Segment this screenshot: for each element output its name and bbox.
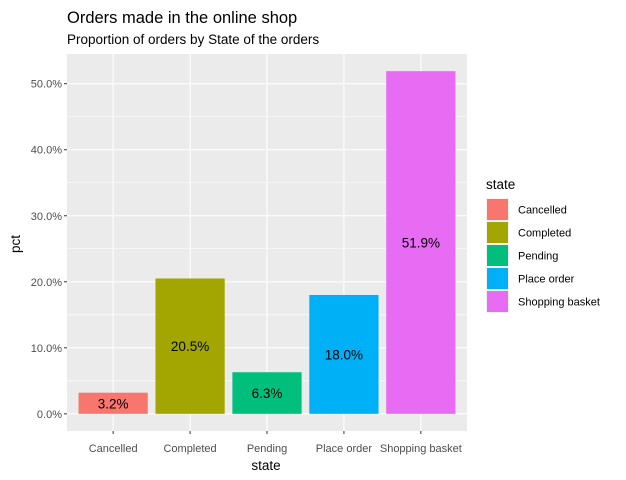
- legend-label: Shopping basket: [518, 297, 600, 309]
- chart-title: Orders made in the online shop: [67, 9, 297, 27]
- bar: [386, 71, 456, 414]
- bar: [232, 372, 302, 414]
- legend-key: [487, 268, 508, 289]
- x-tick-label: Pending: [247, 443, 287, 455]
- legend: state Cancelled Completed Pending Place ord…: [486, 177, 600, 313]
- y-axis: 0.0% 10.0% 20.0% 30.0% 40.0% 50.0%: [31, 79, 67, 421]
- bars: [78, 71, 456, 414]
- bar-labels: 3.2% 20.5% 6.3% 18.0% 51.9%: [98, 236, 440, 412]
- bar: [155, 278, 225, 414]
- y-axis-title: pct: [8, 235, 23, 253]
- y-tick-label: 40.0%: [31, 145, 62, 157]
- y-tick-label: 10.0%: [31, 343, 62, 355]
- bar-value-label: 6.3%: [252, 386, 283, 401]
- legend-title: state: [486, 177, 515, 192]
- chart-subtitle: Proportion of orders by State of the ord…: [67, 32, 319, 47]
- legend-key: [487, 291, 508, 312]
- bar-value-label: 20.5%: [171, 339, 209, 354]
- x-axis: Cancelled Completed Pending Place order Shop…: [89, 431, 462, 455]
- y-tick-label: 0.0%: [37, 409, 62, 421]
- legend-label: Cancelled: [518, 205, 567, 217]
- legend-label: Completed: [518, 228, 571, 240]
- x-tick-label: Cancelled: [89, 443, 138, 455]
- legend-label: Place order: [518, 274, 575, 286]
- legend-key: [487, 245, 508, 266]
- y-tick-label: 50.0%: [31, 79, 62, 91]
- x-tick-label: Shopping basket: [380, 443, 462, 455]
- y-tick-label: 20.0%: [31, 277, 62, 289]
- bar-value-label: 3.2%: [98, 396, 129, 411]
- legend-key: [487, 199, 508, 220]
- y-tick-label: 30.0%: [31, 211, 62, 223]
- bar: [309, 294, 379, 414]
- bar-value-label: 18.0%: [325, 347, 363, 362]
- bar-value-label: 51.9%: [402, 236, 440, 251]
- bar: [78, 392, 148, 414]
- legend-key: [487, 222, 508, 243]
- x-tick-label: Completed: [163, 443, 216, 455]
- x-axis-title: state: [251, 458, 280, 473]
- x-tick-label: Place order: [316, 443, 373, 455]
- legend-label: Pending: [518, 251, 558, 263]
